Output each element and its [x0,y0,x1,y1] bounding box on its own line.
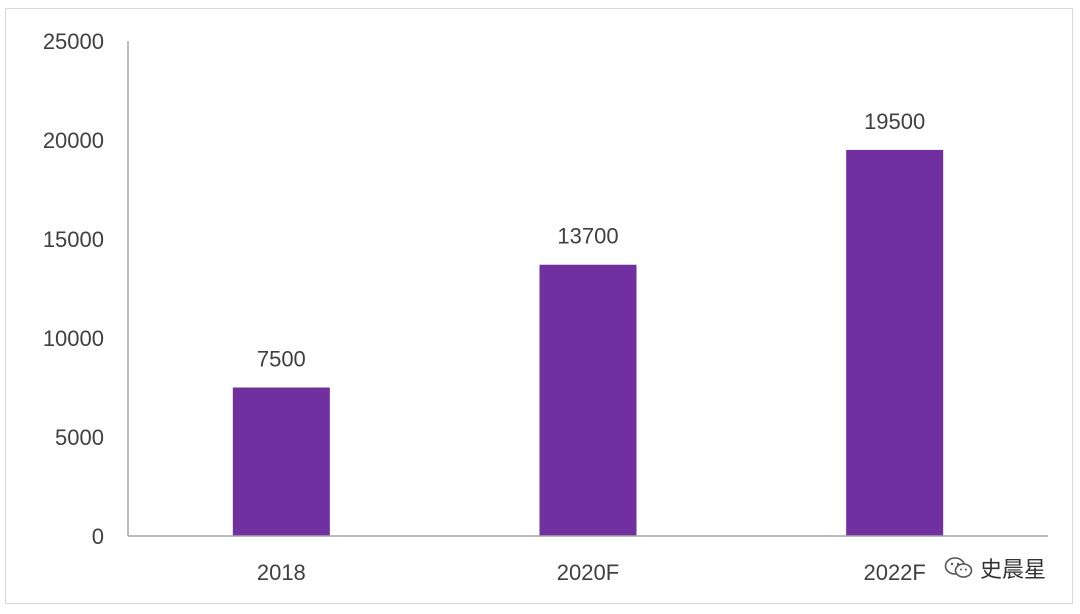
bar [846,149,944,536]
wechat-icon [944,557,973,578]
x-tick-label: 2022F [863,560,925,585]
bar [539,264,637,536]
data-label: 19500 [864,109,925,134]
watermark: 史晨星 [944,552,1046,584]
y-tick-label: 0 [92,524,104,549]
data-label: 7500 [257,347,306,372]
x-tick-label: 2020F [557,560,619,585]
y-tick-label: 20000 [43,128,104,153]
bar [232,387,330,536]
y-tick-label: 15000 [43,227,104,252]
y-tick-label: 25000 [43,29,104,54]
y-tick-label: 5000 [55,425,104,450]
data-label: 13700 [557,224,618,249]
data-labels: 7500 13700 19500 [257,109,925,372]
x-axis-ticks: 2018 2020F 2022F [257,560,926,585]
y-axis-ticks: 0 5000 10000 15000 20000 25000 [43,29,104,549]
x-tick-label: 2018 [257,560,306,585]
bars [232,149,944,536]
watermark-text: 史晨星 [979,558,1046,583]
y-tick-label: 10000 [43,326,104,351]
